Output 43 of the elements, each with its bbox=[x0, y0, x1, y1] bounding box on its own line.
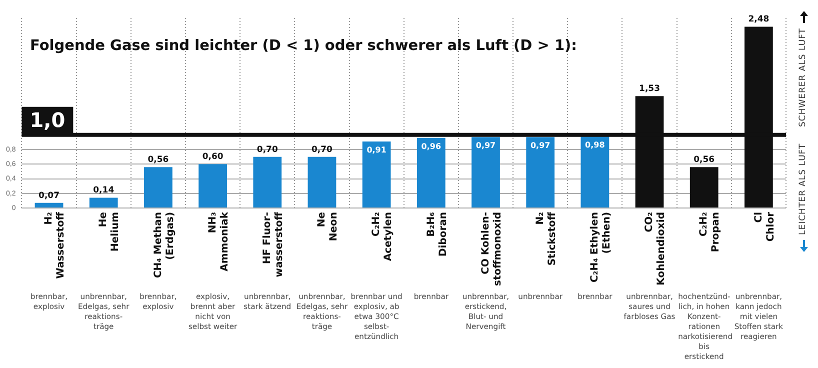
data-label: 0,07 bbox=[38, 190, 60, 201]
data-label: 0,97 bbox=[476, 141, 496, 150]
bar bbox=[416, 138, 446, 208]
data-label: 1,53 bbox=[639, 84, 660, 94]
text: SCHWERER ALS LUFT bbox=[798, 28, 808, 127]
x-tick-label: H₂ Wasserstoff bbox=[44, 211, 67, 279]
text: Folgende Gase sind leichter (D < 1) oder schwerer als Luft (D > 1): bbox=[30, 38, 577, 54]
bar bbox=[198, 164, 227, 208]
bar bbox=[472, 137, 500, 208]
bar bbox=[144, 167, 172, 208]
data-label: 0,98 bbox=[585, 140, 606, 150]
x-tick-label: CO₂ Kohlendioxid bbox=[644, 212, 668, 286]
data-label: 0,56 bbox=[148, 155, 169, 166]
bar bbox=[526, 137, 555, 208]
x-tick-label: Ne Neon bbox=[316, 212, 340, 242]
x-tick-label: C₂H₂ Acetylen bbox=[371, 212, 394, 262]
data-label: 0,97 bbox=[530, 141, 550, 150]
data-label: 0,91 bbox=[366, 146, 387, 155]
bar bbox=[308, 156, 336, 208]
data-label: 0,96 bbox=[421, 142, 442, 151]
ref-line-label: 1,0 bbox=[30, 108, 66, 132]
data-label: 0,56 bbox=[694, 155, 715, 166]
x-tick-label: B₂H₆ Diboran bbox=[426, 212, 449, 257]
x-tick-label: HF Fluor- wasserstoff bbox=[262, 211, 285, 278]
x-tick-label: Cl Chlor bbox=[753, 212, 776, 242]
bar bbox=[362, 141, 391, 208]
data-label: 0,60 bbox=[202, 152, 224, 162]
bar bbox=[690, 167, 718, 208]
bar bbox=[34, 202, 64, 208]
bar bbox=[253, 156, 282, 208]
data-label: 0,70 bbox=[256, 144, 278, 155]
bar bbox=[580, 136, 610, 208]
bar bbox=[89, 198, 118, 208]
x-tick-label: He Helium bbox=[98, 212, 122, 252]
data-label: 2,48 bbox=[748, 14, 770, 25]
x-tick-label: C₂H₄ Ethylen (Ethen) bbox=[590, 212, 613, 283]
data-label: 0,14 bbox=[93, 186, 114, 196]
text: LEICHTER ALS LUFT bbox=[798, 143, 808, 235]
x-tick-label: CH₄ Methan (Erdgas) bbox=[152, 212, 176, 278]
x-tick-label: C₂H₂ Propan bbox=[698, 212, 722, 252]
data-label: 0,70 bbox=[311, 144, 333, 155]
x-tick-label: NH₃ Ammoniak bbox=[207, 212, 230, 272]
x-tick-label: CO Kohlen- stoffmonoxid bbox=[480, 212, 504, 286]
